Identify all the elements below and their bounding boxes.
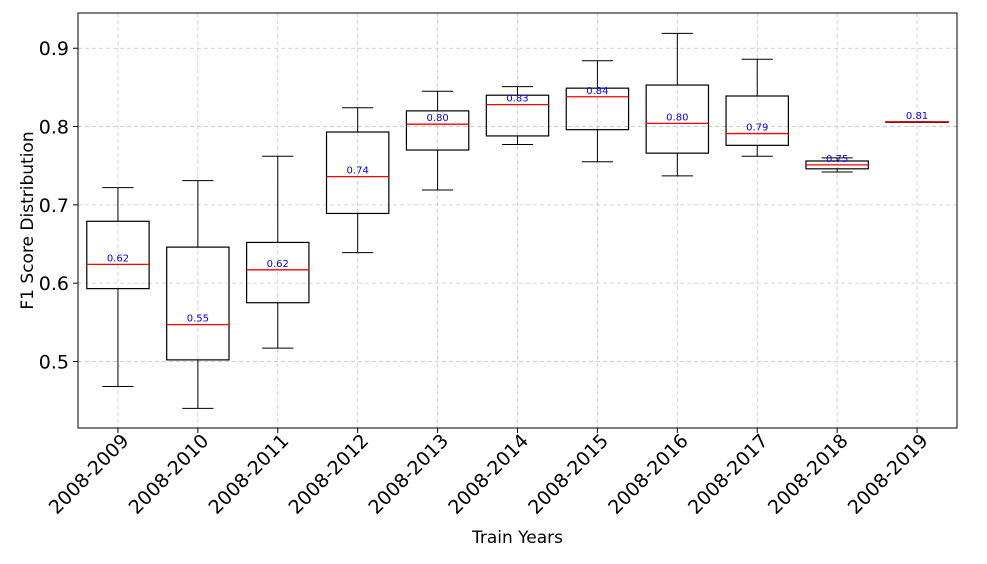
y-tick-label: 0.7	[39, 195, 69, 217]
box-iqr	[166, 246, 230, 361]
x-tick-label: 2008-2013	[364, 430, 453, 519]
x-axis-ticks: 2008-20092008-20102008-20112008-20122008…	[45, 428, 933, 519]
y-tick-label: 0.9	[39, 38, 69, 60]
boxes: 0.62 0.55 0.62 0.74 0.80 0.83 0.84 0.80 0.79 0.75…	[86, 32, 949, 409]
x-tick-label: 2008-2010	[125, 430, 214, 519]
x-tick-label: 2008-2019	[844, 430, 933, 519]
median-value-label: 0.79	[746, 123, 768, 134]
y-tick-label: 0.6	[39, 273, 69, 295]
y-axis-title: F1 Score Distribution	[18, 131, 38, 309]
median-value-label: 0.81	[906, 111, 928, 122]
median-value-label: 0.55	[187, 314, 209, 325]
median-value-label: 0.75	[826, 154, 848, 165]
box-iqr	[645, 84, 710, 154]
median-value-label: 0.74	[347, 166, 369, 177]
x-tick-label: 2008-2012	[284, 430, 373, 519]
median-value-label: 0.84	[586, 86, 608, 97]
y-tick-label: 0.5	[39, 351, 69, 373]
box-iqr	[405, 110, 470, 151]
box-iqr	[246, 241, 310, 304]
median-value-label: 0.80	[426, 113, 448, 124]
median-value-label: 0.62	[267, 259, 289, 270]
x-tick-label: 2008-2018	[764, 430, 853, 519]
grid-lines	[78, 13, 957, 428]
median-value-label: 0.62	[107, 253, 129, 264]
x-tick-label: 2008-2009	[45, 430, 134, 519]
median-value-label: 0.80	[666, 112, 688, 123]
box-iqr	[86, 220, 150, 290]
y-axis-ticks: 0.5 0.6 0.7 0.8 0.9	[39, 38, 78, 373]
y-tick-label: 0.8	[39, 117, 69, 139]
box-iqr	[725, 95, 789, 146]
x-tick-label: 2008-2014	[444, 430, 533, 519]
x-tick-label: 2008-2011	[205, 430, 294, 519]
x-tick-label: 2008-2015	[524, 430, 613, 519]
x-tick-label: 2008-2017	[684, 430, 773, 519]
x-axis-title: Train Years	[471, 528, 563, 548]
median-value-label: 0.83	[506, 94, 528, 105]
x-tick-label: 2008-2016	[604, 430, 693, 519]
box-iqr	[565, 87, 630, 131]
box-iqr	[485, 94, 550, 137]
box-iqr	[325, 131, 390, 215]
